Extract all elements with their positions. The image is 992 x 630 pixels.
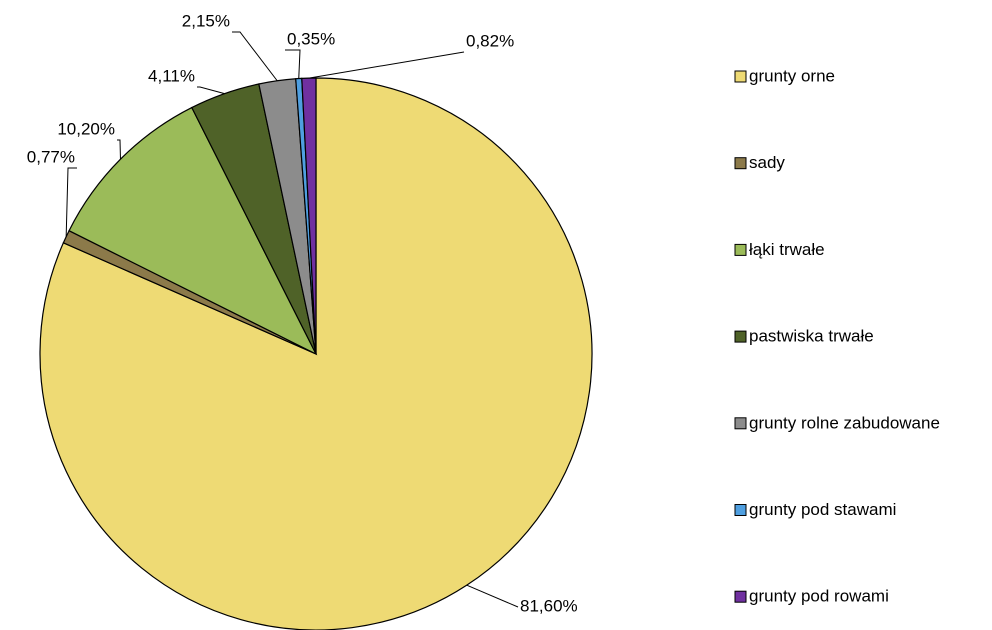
leader-line <box>285 49 301 79</box>
pie-slice <box>68 106 318 356</box>
leader-line <box>65 167 77 237</box>
data-label: 4,11% <box>148 66 195 85</box>
legend-swatch <box>734 330 747 343</box>
leader-line <box>308 51 465 79</box>
legend-label: pastwiska trwałe <box>749 327 874 346</box>
data-label: 0,82% <box>466 31 514 50</box>
legend-swatch <box>734 70 747 83</box>
legend-swatch <box>734 417 747 430</box>
pie-slice <box>301 77 317 355</box>
data-label: 81,60% <box>520 596 578 615</box>
legend-label: grunty orne <box>749 66 835 85</box>
leader-line <box>197 86 225 95</box>
legend-swatch <box>734 243 747 256</box>
legend-label: grunty pod rowami <box>749 587 889 606</box>
data-label: 0,35% <box>287 29 335 48</box>
leader-line <box>117 139 121 160</box>
data-label: 0,77% <box>27 147 75 166</box>
legend-label: grunty rolne zabudowane <box>749 413 940 432</box>
data-label: 2,15% <box>182 11 230 30</box>
legend-label: grunty pod stawami <box>749 500 896 519</box>
legend-swatch <box>734 157 747 170</box>
legend-label: sady <box>749 153 785 172</box>
legend-swatch <box>734 504 747 516</box>
leader-line <box>232 31 278 82</box>
legend-label: łąki trwałe <box>749 240 825 259</box>
legend-swatch <box>734 590 747 603</box>
leader-line <box>466 584 519 608</box>
data-label: 10,20% <box>57 119 115 138</box>
